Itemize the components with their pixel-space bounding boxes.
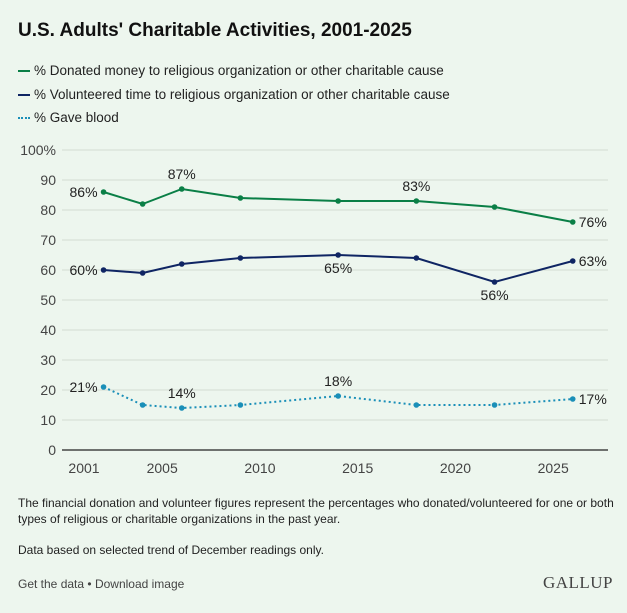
data-point xyxy=(178,186,185,192)
y-tick-label: 40 xyxy=(40,322,56,338)
footnote-1: The financial donation and volunteer fig… xyxy=(18,496,614,526)
legend-item-blood: % Gave blood xyxy=(18,110,119,125)
links: Get the data • Download image xyxy=(18,577,184,591)
y-tick-label: 20 xyxy=(40,382,56,398)
data-label: 18% xyxy=(324,373,352,389)
y-tick-label: 50 xyxy=(40,292,56,308)
data-point xyxy=(569,219,576,225)
data-label: 87% xyxy=(168,166,196,182)
data-point xyxy=(569,258,576,264)
get-data-link[interactable]: Get the data xyxy=(18,577,85,591)
data-point xyxy=(569,396,576,402)
data-point xyxy=(100,267,107,273)
legend-swatch xyxy=(18,116,30,119)
data-point xyxy=(178,261,185,267)
legend-item-volunteered: % Volunteered time to religious organiza… xyxy=(18,87,450,102)
data-point xyxy=(139,402,146,408)
x-tick-label: 2010 xyxy=(244,460,275,476)
x-tick-label: 2025 xyxy=(538,460,569,476)
y-tick-label: 100% xyxy=(20,142,56,158)
y-tick-label: 80 xyxy=(40,202,56,218)
data-point xyxy=(139,270,146,276)
data-point xyxy=(335,393,341,399)
legend-label: % Gave blood xyxy=(34,110,119,125)
y-tick-label: 0 xyxy=(48,442,56,458)
data-point xyxy=(237,402,244,408)
data-point xyxy=(491,204,498,210)
series-line xyxy=(103,253,574,284)
data-point xyxy=(100,189,107,195)
legend-item-donated: % Donated money to religious organizatio… xyxy=(18,63,444,78)
data-point xyxy=(237,195,244,201)
legend-swatch xyxy=(18,93,30,96)
data-label: 21% xyxy=(70,379,98,395)
data-point xyxy=(237,255,244,261)
data-label: 63% xyxy=(579,253,607,269)
data-point xyxy=(413,198,420,204)
data-label: 83% xyxy=(402,178,430,194)
x-tick-label: 2001 xyxy=(68,460,99,476)
x-tick-label: 2015 xyxy=(342,460,373,476)
footnote-2: Data based on selected trend of December… xyxy=(18,543,324,557)
data-label: 17% xyxy=(579,391,607,407)
data-point xyxy=(100,384,107,390)
y-tick-label: 30 xyxy=(40,352,56,368)
data-point xyxy=(491,402,498,408)
data-point xyxy=(178,405,185,411)
series-line xyxy=(103,386,573,410)
data-point xyxy=(139,201,146,207)
x-tick-label: 2020 xyxy=(440,460,471,476)
legend-label: % Volunteered time to religious organiza… xyxy=(34,87,450,102)
data-point xyxy=(413,402,420,408)
y-tick-label: 10 xyxy=(40,412,56,428)
data-label: 60% xyxy=(70,262,98,278)
chart-title: U.S. Adults' Charitable Activities, 2001… xyxy=(18,20,412,41)
y-tick-label: 90 xyxy=(40,172,56,188)
download-image-link[interactable]: Download image xyxy=(94,577,185,591)
separator: • xyxy=(87,577,92,591)
data-point xyxy=(335,198,341,204)
data-label: 76% xyxy=(579,214,607,230)
data-point xyxy=(335,252,341,258)
data-label: 14% xyxy=(168,385,196,401)
legend-label: % Donated money to religious organizatio… xyxy=(34,63,444,78)
series-line xyxy=(103,187,573,223)
data-point xyxy=(491,279,498,285)
legend-swatch xyxy=(18,69,30,72)
y-tick-label: 60 xyxy=(40,262,56,278)
x-tick-label: 2005 xyxy=(147,460,178,476)
data-point xyxy=(413,255,420,261)
data-label: 65% xyxy=(324,260,352,276)
y-tick-label: 70 xyxy=(40,232,56,248)
data-label: 56% xyxy=(481,287,509,303)
gallup-logo: GALLUP xyxy=(542,573,613,592)
data-label: 86% xyxy=(70,184,98,200)
